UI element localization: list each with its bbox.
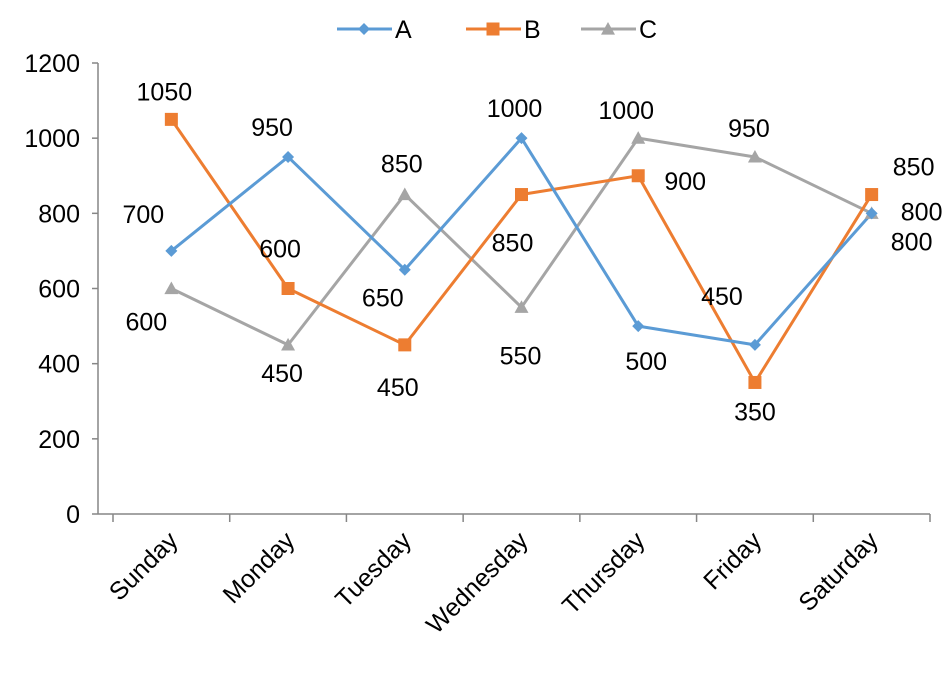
data-point-c — [164, 281, 179, 295]
x-tick-label: Tuesday — [330, 526, 417, 613]
data-point-a — [398, 263, 411, 276]
data-point-b — [164, 112, 178, 126]
data-label-a: 500 — [625, 348, 667, 376]
data-point-c — [397, 187, 412, 201]
data-label-c: 950 — [728, 115, 770, 143]
legend-marker-a — [358, 23, 370, 35]
legend-label-b: B — [524, 16, 541, 44]
data-point-b — [748, 375, 762, 389]
data-point-b — [398, 338, 412, 352]
data-label-b: 350 — [734, 398, 776, 426]
data-point-c — [631, 131, 646, 144]
data-point-c — [514, 300, 529, 313]
legend-label-a: A — [395, 16, 412, 44]
data-point-a — [632, 320, 645, 333]
data-label-c: 450 — [261, 360, 303, 388]
data-label-c: 800 — [901, 198, 943, 226]
data-label-c: 1000 — [598, 97, 654, 125]
series-markers — [164, 112, 879, 389]
x-tick-label: Sunday — [104, 526, 184, 606]
data-label-a: 650 — [362, 285, 404, 313]
y-tick-label: 600 — [38, 276, 80, 304]
x-tick-label: Saturday — [793, 526, 884, 617]
data-label-a: 700 — [122, 201, 164, 229]
data-label-b: 1050 — [137, 78, 193, 106]
data-point-b — [865, 188, 879, 202]
data-point-b — [515, 188, 528, 202]
data-label-b: 450 — [377, 374, 419, 402]
y-tick-label: 0 — [66, 501, 80, 529]
data-label-c: 850 — [381, 151, 423, 179]
y-tick-label: 1000 — [24, 125, 80, 153]
data-label-a: 800 — [891, 228, 933, 256]
data-label-a: 1000 — [487, 95, 543, 123]
data-label-a: 950 — [251, 114, 293, 142]
x-tick-label: Friday — [698, 526, 767, 595]
data-point-c — [747, 149, 762, 163]
data-point-c — [281, 337, 296, 351]
data-point-a — [282, 150, 295, 163]
data-point-b — [631, 169, 645, 183]
y-tick-label: 1200 — [24, 50, 80, 78]
legend-label-c: C — [639, 16, 657, 44]
legend: A B C — [337, 16, 657, 44]
x-tick-label: Wednesday — [421, 526, 534, 639]
data-point-b — [281, 282, 295, 295]
data-label-c: 600 — [125, 309, 167, 337]
data-label-c: 550 — [500, 342, 542, 370]
legend-marker-c — [601, 22, 615, 35]
legend-marker-b — [486, 22, 500, 36]
axes: 0 200 400 600 800 1000 1200 Sunday Monday Tuesday… — [24, 50, 931, 639]
data-label-a: 450 — [701, 283, 743, 311]
y-tick-label: 400 — [38, 351, 80, 379]
data-point-a — [515, 132, 528, 145]
x-tick-label: Thursday — [557, 526, 651, 620]
data-label-b: 600 — [259, 236, 301, 264]
data-label-b: 850 — [492, 230, 534, 258]
data-point-a — [165, 244, 178, 257]
data-labels: 700 950 650 1000 500 450 800 1050 600 450 850 900 35… — [122, 78, 942, 426]
data-point-a — [748, 338, 761, 351]
data-label-b: 900 — [664, 168, 706, 196]
x-tick-label: Monday — [218, 526, 301, 609]
y-tick-label: 200 — [38, 426, 80, 454]
y-tick-label: 800 — [38, 200, 80, 228]
data-label-b: 850 — [893, 154, 935, 182]
data-point-a — [865, 207, 878, 220]
